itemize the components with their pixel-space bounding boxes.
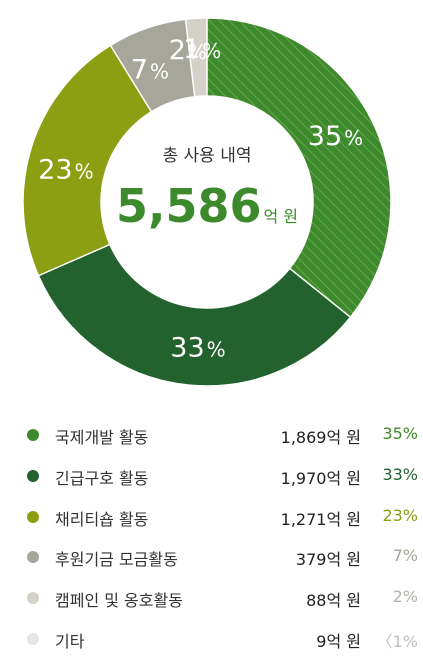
slice-label-value: 2 — [169, 35, 186, 66]
slice-label-percent-sign: % — [202, 39, 221, 63]
legend-percent: 2% — [392, 587, 418, 607]
legend-percent: 35% — [382, 424, 418, 443]
chart-center-title: 총 사용 내역 — [162, 146, 251, 166]
legend-amount: 88억 원 — [306, 591, 361, 611]
legend-color-dot — [27, 510, 39, 523]
legend-amount: 1,271억 원 — [280, 509, 361, 529]
legend-category-name: 캠페인 및 옹호활동 — [55, 591, 183, 611]
legend-category-name: 긴급구호 활동 — [55, 468, 149, 488]
slice-label-percent-sign: % — [188, 40, 207, 64]
legend-color-dot — [27, 592, 39, 605]
legend-color-dot — [27, 429, 39, 441]
legend-category-name: 채리티숍 활동 — [55, 509, 149, 529]
legend-row: 캠페인 및 옹호활동 88억 원 2% — [0, 577, 423, 618]
legend-percent: 23% — [382, 505, 418, 525]
donut-slice — [98, 18, 196, 117]
donut-chart: 35 %33 %23 %7 %2 %1% 총 사용 내역 5,586 억 원 — [22, 17, 392, 387]
slice-label-value: 7 — [131, 55, 148, 86]
legend-category-name: 후원기금 모금활동 — [55, 550, 178, 570]
slice-label-percent-sign: % — [207, 338, 226, 362]
chart-center-total: 5,586 억 원 — [116, 179, 298, 233]
legend-amount: 1,970억 원 — [280, 468, 361, 488]
legend-color-dot — [27, 632, 39, 645]
slice-label-percent-sign: % — [344, 126, 363, 150]
legend-percent: 7% — [392, 546, 418, 566]
slice-label: 35% — [308, 121, 363, 152]
slice-label-value: 23 — [38, 154, 72, 185]
donut-slice — [22, 44, 153, 289]
legend-category-name: 국제개발 활동 — [55, 428, 149, 447]
slice-label: 23% — [38, 154, 93, 185]
legend-row: 채리티숍 활동 1,271억 원 23% — [0, 496, 423, 537]
donut-slice — [206, 17, 392, 319]
legend-percent: 33% — [382, 464, 418, 484]
legend-amount: 9억 원 — [316, 631, 361, 651]
legend-category-name: 기타 — [55, 631, 85, 651]
chart-legend: 국제개발 활동 1,869억 원 35% 긴급구호 활동 1,970억 원 33% 채리티숍… — [0, 414, 423, 659]
slice-label: 7% — [131, 55, 169, 86]
slice-label-percent-sign: % — [75, 159, 94, 183]
donut-slice — [37, 243, 360, 387]
donut-slice-labels: 35 %33 %23 %7 %2 %1% — [38, 34, 363, 364]
slice-label-value: 1 — [183, 34, 200, 65]
slice-label: 33% — [170, 333, 225, 364]
slice-label-value: 35 — [308, 121, 342, 152]
legend-row: 국제개발 활동 1,869억 원 35% — [0, 414, 423, 455]
legend-row: 긴급구호 활동 1,970억 원 33% — [0, 455, 423, 496]
legend-color-dot — [27, 469, 39, 482]
slice-label: 2% — [169, 35, 207, 66]
total-value: 5,586 — [116, 179, 262, 233]
legend-color-dot — [27, 551, 39, 564]
legend-percent: 〈1% — [376, 631, 418, 651]
slice-label-value: 33 — [170, 333, 204, 364]
slice-label-percent-sign: % — [150, 60, 169, 84]
legend-amount: 1,869억 원 — [280, 428, 361, 447]
donut-slices — [22, 17, 392, 387]
total-unit: 억 원 — [263, 207, 298, 226]
legend-amount: 379억 원 — [295, 550, 361, 570]
legend-row: 기타 9억 원 〈1% — [0, 618, 423, 659]
legend-row: 후원기금 모금활동 379억 원 7% — [0, 536, 423, 577]
slice-label: 1% — [183, 34, 221, 65]
